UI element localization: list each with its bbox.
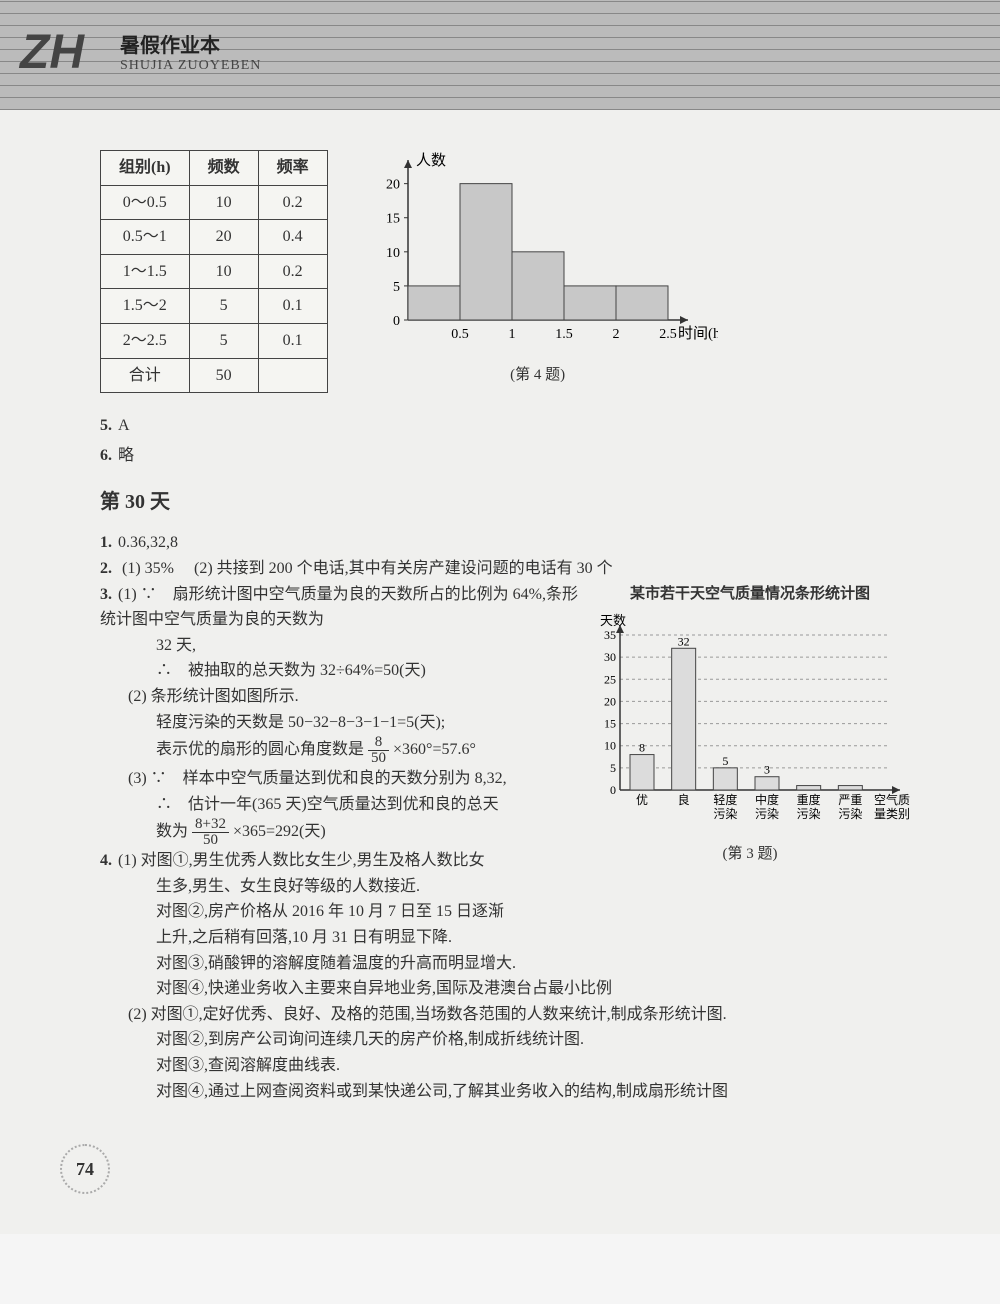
svg-text:污染: 污染 [838,806,862,821]
svg-text:0: 0 [393,314,400,329]
svg-text:20: 20 [604,694,616,708]
header-band: ZH 暑假作业本 SHUJIA ZUOYEBEN [0,0,1000,110]
answers-top: 5. A 6. 略 [100,413,910,468]
answer-number: 6. [100,447,112,464]
answer-number: 5. [100,417,112,434]
svg-text:1.5: 1.5 [555,327,573,342]
q-number: 3. [100,586,112,603]
svg-text:1: 1 [508,327,515,342]
q3-chart-title: 某市若干天空气质量情况条形统计图 [590,582,910,606]
table-header: 频数 [189,151,258,186]
table-row: 1.5～250.1 [101,289,328,324]
svg-text:8: 8 [639,740,645,754]
histogram-chart: 0 5 10 15 20 0.5 1 1.5 2 2.5 人数时间(h) (第 4 题) [358,150,718,387]
q4-line: 对图④,通过上网查阅资料或到某快递公司,了解其业务收入的结构,制成扇形统计图 [100,1079,910,1105]
table-row: 2～2.550.1 [101,323,328,358]
svg-text:20: 20 [386,178,400,193]
q4-line: 对图②,到房产公司询问连续几天的房产价格,制成折线统计图. [100,1027,910,1053]
svg-text:10: 10 [386,246,400,261]
svg-text:10: 10 [604,738,616,752]
q4-line: 对图③,硝酸钾的溶解度随着温度的升高而明显增大. [100,951,910,977]
q4-line: 对图③,查阅溶解度曲线表. [100,1053,910,1079]
svg-text:污染: 污染 [797,806,821,821]
svg-text:优: 优 [636,793,648,807]
svg-text:天数: 天数 [600,613,626,628]
q3-chart-caption: (第 3 题) [590,842,910,866]
q4-line: 对图②,房产价格从 2016 年 10 月 7 日至 15 日逐渐 [100,899,910,925]
table-header: 频率 [258,151,327,186]
svg-text:30: 30 [604,650,616,664]
q2-part2: (2) 共接到 200 个电话,其中有关房产建设问题的电话有 30 个 [178,560,613,577]
svg-text:中度: 中度 [755,792,779,807]
q2-part1: (1) 35% [122,560,174,577]
svg-text:25: 25 [604,672,616,686]
svg-text:0.5: 0.5 [451,327,469,342]
q-number: 1. [100,534,112,551]
q4-line: 上升,之后稍有回落,10 月 31 日有明显下降. [100,925,910,951]
page-number: 74 [60,1144,110,1194]
q4-line: 对图④,快递业务收入主要来自异地业务,国际及港澳台占最小比例 [100,976,910,1002]
svg-text:35: 35 [604,628,616,642]
svg-text:5: 5 [393,280,400,295]
table-row: 合计50 [101,358,328,393]
svg-text:5: 5 [722,753,728,767]
q3-text: 3.(1) ∵ 扇形统计图中空气质量为良的天数所占的比例为 64%,条形统计图中… [100,582,580,874]
answer-6: 略 [118,447,134,464]
svg-text:2.5: 2.5 [659,327,677,342]
svg-text:轻度: 轻度 [713,792,737,807]
table-row: 1～1.5100.2 [101,254,328,289]
svg-text:污染: 污染 [755,806,779,821]
answer-5: A [118,417,130,434]
table-row: 0.5～1200.4 [101,220,328,255]
svg-text:重度: 重度 [797,792,821,807]
q-number: 2. [100,560,112,577]
table-row: 0～0.5100.2 [101,185,328,220]
svg-text:污染: 污染 [713,806,737,821]
svg-text:5: 5 [610,760,616,774]
svg-text:量类别: 量类别 [874,807,910,821]
page-content: 组别(h)频数频率 0～0.5100.20.5～1200.41～1.5100.2… [0,110,1000,1234]
frequency-table: 组别(h)频数频率 0～0.5100.20.5～1200.41～1.5100.2… [100,150,328,393]
svg-text:32: 32 [678,634,690,648]
svg-text:2: 2 [612,327,619,342]
svg-text:0: 0 [610,783,616,797]
svg-text:严重: 严重 [838,793,862,807]
q-number: 4. [100,852,112,869]
q1-answer: 0.36,32,8 [118,534,178,551]
section-title: 第 30 天 [100,486,910,518]
table-header: 组别(h) [101,151,190,186]
q4-line: 生多,男生、女生良好等级的人数接近. [100,874,910,900]
svg-text:15: 15 [604,716,616,730]
svg-text:良: 良 [678,792,690,807]
svg-text:人数: 人数 [416,152,446,169]
svg-text:空气质: 空气质 [874,792,910,807]
q3-bar-chart: 某市若干天空气质量情况条形统计图 5 10 15 20 25 30 35 0 天数 8 32 5 3 优 良… [590,582,910,866]
title-pinyin: SHUJIA ZUOYEBEN [120,55,261,77]
histogram-caption: (第 4 题) [358,363,718,387]
logo: ZH [20,15,84,92]
svg-text:15: 15 [386,212,400,227]
svg-text:时间(h): 时间(h) [678,325,718,342]
svg-text:3: 3 [764,762,770,776]
